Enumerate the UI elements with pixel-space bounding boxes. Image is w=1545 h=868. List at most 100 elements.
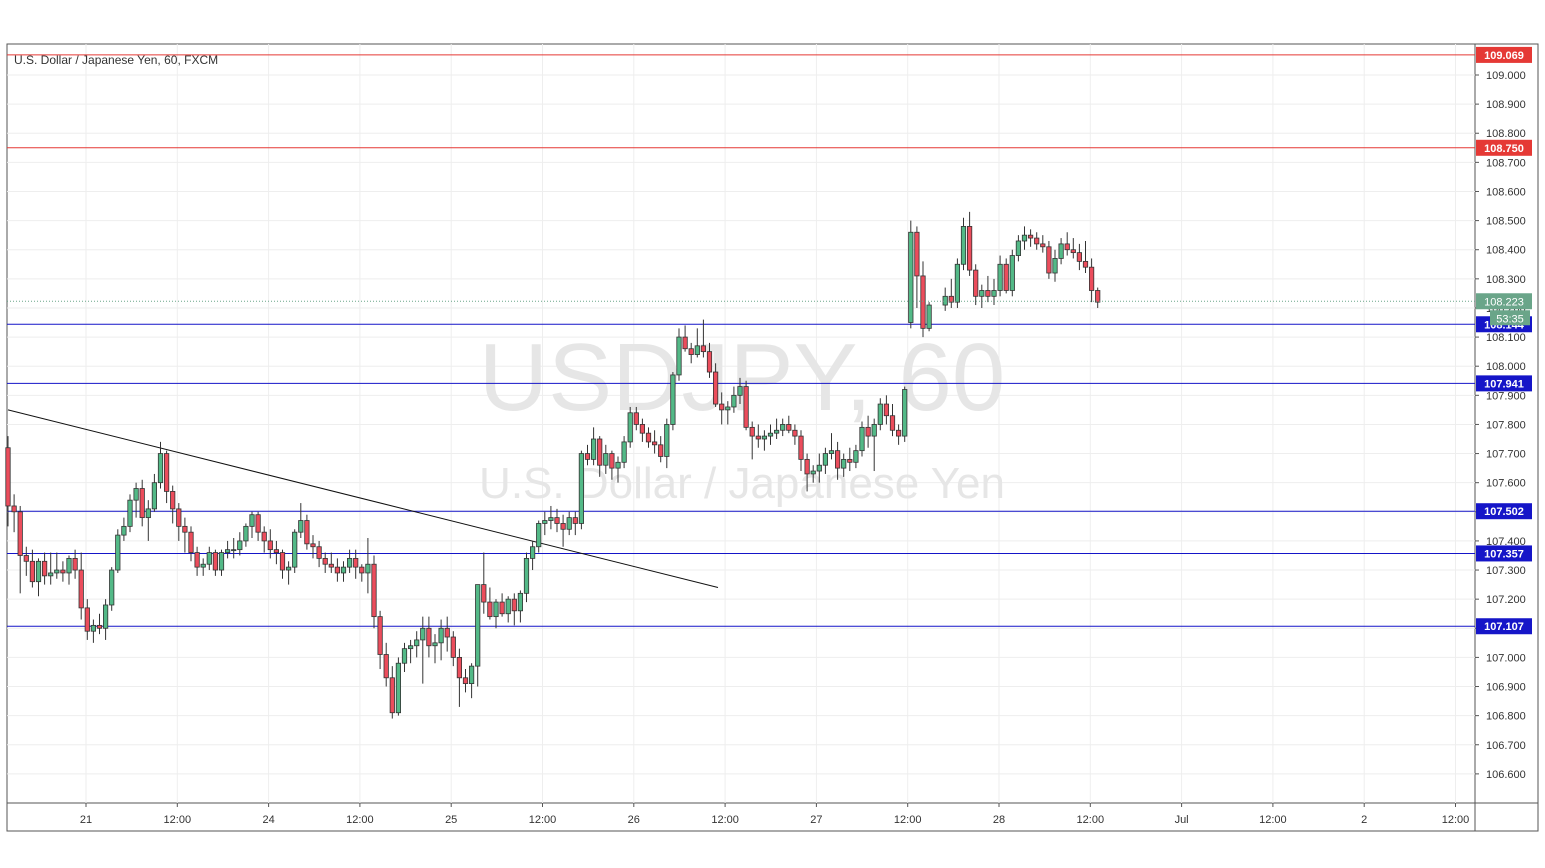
candle-body bbox=[979, 290, 985, 297]
price-tick-label: 108.900 bbox=[1486, 99, 1526, 111]
candle-body bbox=[810, 470, 816, 475]
candle-body bbox=[1052, 258, 1058, 274]
candle-body bbox=[353, 557, 359, 568]
candle-body bbox=[426, 627, 432, 647]
price-tick-label: 108.300 bbox=[1486, 274, 1526, 286]
candle-body bbox=[591, 438, 597, 460]
candle-body bbox=[365, 563, 371, 574]
candle-body bbox=[896, 429, 902, 437]
candle-body bbox=[694, 345, 700, 355]
candle-body bbox=[273, 549, 280, 553]
candle-body bbox=[304, 520, 310, 545]
price-tick-label: 107.700 bbox=[1486, 449, 1526, 461]
candle-body bbox=[255, 514, 261, 533]
price-tick-label: 108.100 bbox=[1486, 332, 1526, 344]
watermark-description: U.S. Dollar / Japanese Yen bbox=[479, 459, 1005, 508]
resistance-level-label-box bbox=[1476, 46, 1532, 63]
candle-body bbox=[212, 552, 218, 571]
candle-body bbox=[139, 488, 145, 519]
trendline[interactable] bbox=[7, 409, 719, 588]
price-tick-label: 107.800 bbox=[1486, 419, 1526, 431]
candle-body bbox=[572, 517, 578, 524]
candle-body bbox=[395, 662, 402, 714]
candle-body bbox=[182, 525, 188, 533]
candle-body bbox=[511, 598, 517, 612]
candle-body bbox=[243, 525, 249, 542]
time-tick-label: 24 bbox=[262, 814, 274, 826]
candle-body bbox=[72, 557, 78, 571]
candle-body bbox=[29, 560, 36, 583]
candle-body bbox=[48, 572, 54, 577]
time-tick-label: 12:00 bbox=[346, 814, 374, 826]
candle-body bbox=[42, 560, 48, 577]
candle-body bbox=[786, 424, 792, 431]
time-tick-label: 25 bbox=[445, 814, 457, 826]
candle-body bbox=[23, 555, 29, 562]
candle-body bbox=[627, 412, 633, 443]
support-level-label: 107.941 bbox=[1484, 378, 1524, 390]
time-tick-label: 27 bbox=[810, 814, 822, 826]
last-price-label-box bbox=[1476, 293, 1532, 310]
price-tick-label: 108.800 bbox=[1486, 128, 1526, 140]
candle-body bbox=[883, 403, 890, 417]
candle-body bbox=[249, 514, 255, 527]
candle-body bbox=[450, 636, 456, 658]
candle-body bbox=[127, 499, 133, 527]
candle-body bbox=[841, 458, 847, 469]
candle-body bbox=[438, 627, 444, 644]
candle-body bbox=[481, 584, 487, 603]
candle-body bbox=[420, 627, 426, 641]
candle-body bbox=[414, 639, 420, 647]
candle-body bbox=[346, 557, 353, 568]
price-tick-label: 107.400 bbox=[1486, 536, 1526, 548]
candle-body bbox=[792, 429, 798, 437]
candle-body bbox=[121, 525, 127, 536]
candle-body bbox=[328, 563, 334, 568]
candle-body bbox=[1009, 255, 1015, 291]
candle-body bbox=[652, 441, 658, 446]
candle-body bbox=[1064, 243, 1070, 251]
price-tick-label: 107.300 bbox=[1486, 565, 1526, 577]
candle-body bbox=[1034, 237, 1040, 245]
candle-body bbox=[96, 624, 103, 629]
time-tick-label: 12:00 bbox=[894, 814, 922, 826]
candle-body bbox=[285, 566, 292, 571]
candle-body bbox=[389, 677, 395, 714]
candle-body bbox=[206, 552, 212, 565]
candle-body bbox=[176, 508, 182, 527]
candle-body bbox=[237, 540, 243, 551]
candle-body bbox=[554, 517, 560, 524]
countdown-box bbox=[1490, 310, 1530, 326]
candle-body bbox=[1095, 290, 1101, 303]
support-level-label: 107.107 bbox=[1484, 621, 1524, 633]
time-tick-label: 12:00 bbox=[711, 814, 739, 826]
candle-body bbox=[1046, 246, 1052, 274]
candle-body bbox=[407, 645, 414, 650]
last-price-label: 108.223 bbox=[1484, 296, 1524, 308]
price-tick-label: 108.000 bbox=[1486, 361, 1526, 373]
candle-body bbox=[292, 531, 298, 568]
price-tick-label: 108.700 bbox=[1486, 157, 1526, 169]
candle-body bbox=[584, 453, 591, 460]
candle-body bbox=[157, 453, 164, 484]
candle-body bbox=[798, 435, 804, 460]
candle-body bbox=[664, 424, 670, 457]
candle-body bbox=[1070, 249, 1076, 254]
time-tick-label: 26 bbox=[628, 814, 640, 826]
price-tick-label: 109.000 bbox=[1486, 70, 1526, 82]
candle-body bbox=[279, 552, 286, 571]
time-tick-label: 12:00 bbox=[164, 814, 192, 826]
candle-body bbox=[737, 386, 743, 396]
candle-body bbox=[103, 604, 109, 629]
candle-body bbox=[456, 657, 463, 679]
candle-body bbox=[991, 290, 997, 297]
candle-body bbox=[645, 432, 652, 443]
candle-body bbox=[115, 534, 121, 571]
candle-body bbox=[688, 348, 694, 355]
candle-body bbox=[706, 351, 713, 373]
price-tick-label: 108.600 bbox=[1486, 186, 1526, 198]
candle-body bbox=[877, 403, 883, 425]
price-tick-label: 107.000 bbox=[1486, 652, 1526, 664]
